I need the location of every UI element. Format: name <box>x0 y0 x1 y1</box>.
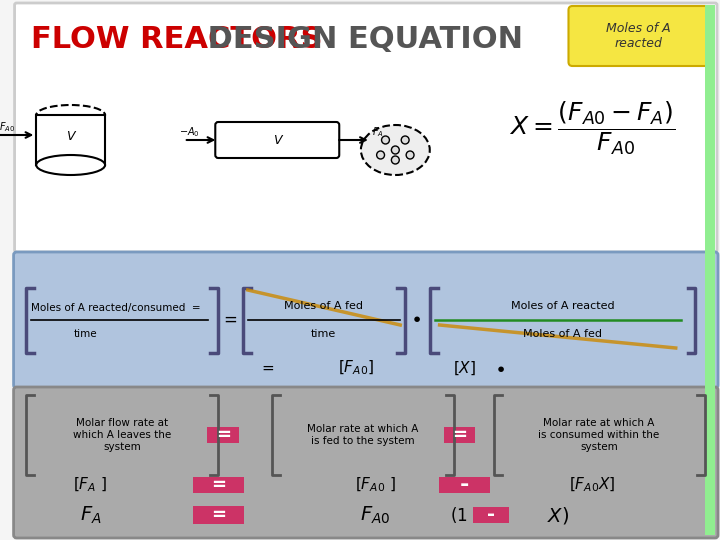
Text: $\bullet$: $\bullet$ <box>410 308 421 327</box>
Text: time: time <box>73 329 97 339</box>
Text: Molar flow rate at
which A leaves the
system: Molar flow rate at which A leaves the sy… <box>73 418 171 451</box>
Ellipse shape <box>361 125 430 175</box>
Text: $[F_{A0}\ ]$: $[F_{A0}\ ]$ <box>355 476 396 494</box>
FancyBboxPatch shape <box>438 477 490 493</box>
FancyBboxPatch shape <box>473 507 510 523</box>
Circle shape <box>377 151 384 159</box>
FancyBboxPatch shape <box>14 387 718 538</box>
Text: Moles of A reacted/consumed  =: Moles of A reacted/consumed = <box>31 303 201 313</box>
Text: $F_A$: $F_A$ <box>79 504 101 525</box>
Circle shape <box>392 156 400 164</box>
Text: $(1$: $(1$ <box>451 505 468 525</box>
Text: =: = <box>261 361 274 375</box>
Text: $X = \dfrac{(F_{A0} - F_A)}{F_{A0}}$: $X = \dfrac{(F_{A0} - F_A)}{F_{A0}}$ <box>509 100 675 157</box>
Text: Molar rate at which A
is fed to the system: Molar rate at which A is fed to the syst… <box>307 424 418 446</box>
Text: DESIGN EQUATION: DESIGN EQUATION <box>197 25 523 54</box>
Bar <box>36 115 105 165</box>
Text: Moles of A
reacted: Moles of A reacted <box>606 22 670 50</box>
Text: =: = <box>211 506 226 524</box>
Text: Molar rate at which A
is consumed within the
system: Molar rate at which A is consumed within… <box>539 418 660 451</box>
FancyBboxPatch shape <box>14 252 718 388</box>
Circle shape <box>382 136 390 144</box>
Text: $-A_0$: $-A_0$ <box>179 125 199 139</box>
Text: Moles of A fed: Moles of A fed <box>284 301 363 311</box>
Text: V: V <box>273 133 282 146</box>
Text: $X)$: $X)$ <box>546 504 569 525</box>
Ellipse shape <box>36 155 105 175</box>
FancyBboxPatch shape <box>215 122 339 158</box>
Text: $F_{A0}$: $F_{A0}$ <box>361 504 391 525</box>
FancyBboxPatch shape <box>193 477 244 493</box>
Text: FLOW REACTORS: FLOW REACTORS <box>31 25 323 54</box>
Text: $[F_{A0}X]$: $[F_{A0}X]$ <box>569 476 616 494</box>
Text: time: time <box>311 329 336 339</box>
Text: =: = <box>451 426 467 444</box>
Ellipse shape <box>36 105 105 125</box>
Text: -: - <box>487 505 495 524</box>
Text: V: V <box>66 130 75 143</box>
Text: $[X]$: $[X]$ <box>453 359 476 377</box>
Circle shape <box>392 146 400 154</box>
FancyBboxPatch shape <box>207 427 239 443</box>
Text: $[F_{A0}]$: $[F_{A0}]$ <box>338 359 374 377</box>
FancyBboxPatch shape <box>14 3 717 252</box>
Text: $[F_A\ ]$: $[F_A\ ]$ <box>73 476 107 494</box>
FancyBboxPatch shape <box>444 427 475 443</box>
Text: $F_{A0}$: $F_{A0}$ <box>0 120 15 134</box>
Text: =: = <box>223 311 237 329</box>
Text: Moles of A reacted: Moles of A reacted <box>510 301 614 311</box>
Text: Moles of A fed: Moles of A fed <box>523 329 602 339</box>
Text: =: = <box>216 426 230 444</box>
FancyBboxPatch shape <box>193 506 244 524</box>
Text: =: = <box>211 476 226 494</box>
Circle shape <box>406 151 414 159</box>
Text: -: - <box>459 475 469 495</box>
Text: $\bullet$: $\bullet$ <box>494 359 505 377</box>
FancyBboxPatch shape <box>569 6 709 66</box>
Circle shape <box>401 136 409 144</box>
FancyBboxPatch shape <box>706 5 715 535</box>
Text: $F_A$: $F_A$ <box>372 125 384 139</box>
